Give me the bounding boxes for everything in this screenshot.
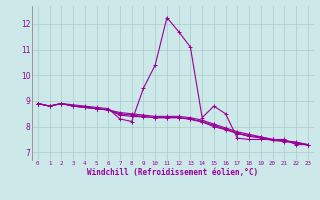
- X-axis label: Windchill (Refroidissement éolien,°C): Windchill (Refroidissement éolien,°C): [87, 168, 258, 177]
